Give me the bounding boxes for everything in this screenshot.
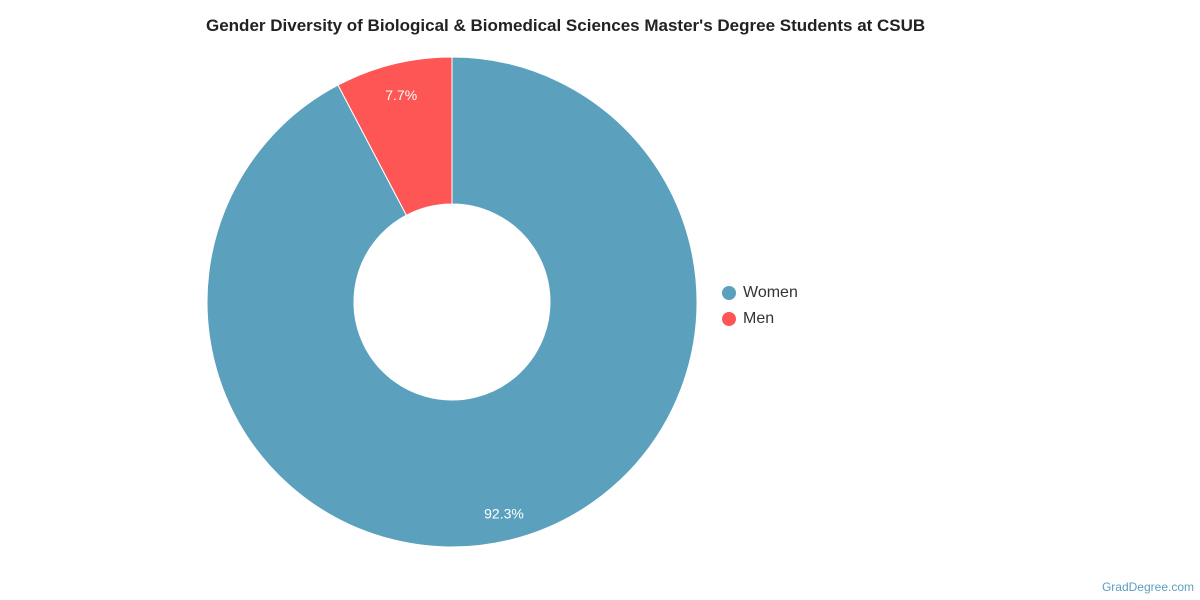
legend: Women Men: [722, 280, 798, 332]
slice-women[interactable]: [206, 56, 698, 548]
slice-label-women: 92.3%: [484, 506, 524, 522]
donut-slices: [206, 56, 698, 548]
legend-swatch-men: [722, 312, 736, 326]
slice-labels: 92.3% 7.7%: [385, 87, 524, 522]
legend-swatch-women: [722, 286, 736, 300]
legend-label-women: Women: [743, 284, 798, 301]
legend-label-men: Men: [743, 310, 775, 327]
chart-title: Gender Diversity of Biological & Biomedi…: [206, 16, 926, 35]
legend-item-men[interactable]: Men: [722, 306, 798, 332]
legend-item-women[interactable]: Women: [722, 280, 798, 306]
slice-men[interactable]: [337, 56, 453, 216]
watermark-link[interactable]: GradDegree.com: [1101, 580, 1194, 594]
slice-label-men: 7.7%: [385, 87, 417, 103]
